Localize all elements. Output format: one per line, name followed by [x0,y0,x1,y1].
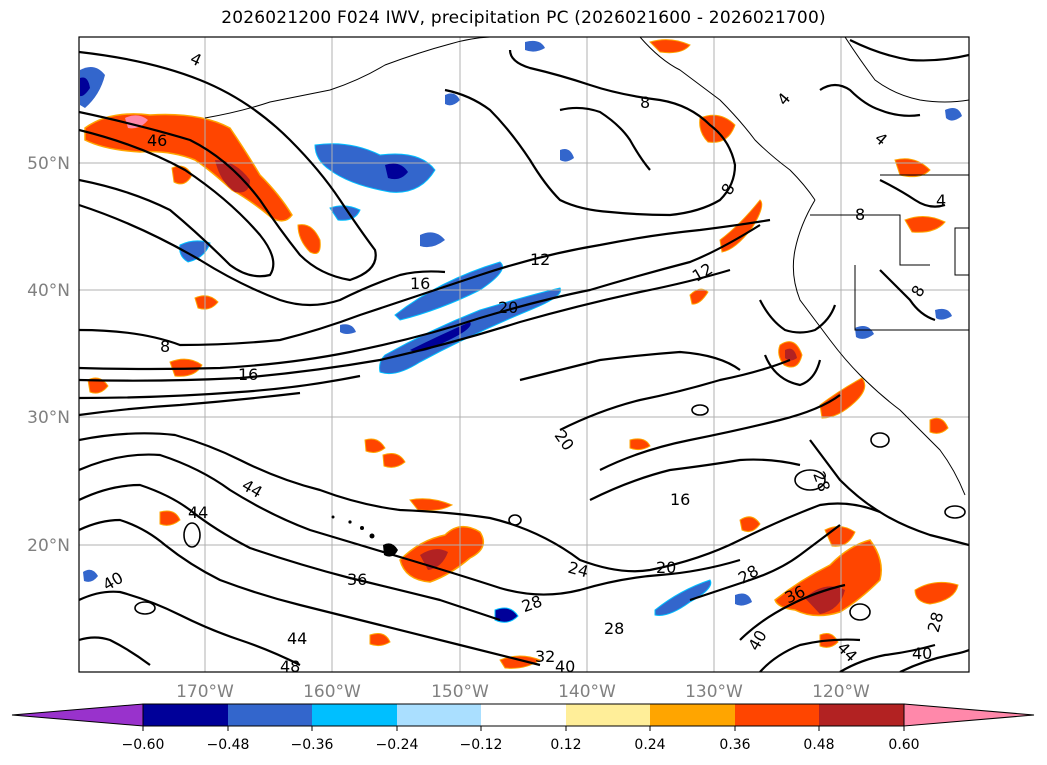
colorbar-tick-label: 0.24 [634,737,665,753]
colorbar-cell [735,704,819,726]
colorbar: −0.60 −0.48 −0.36 −0.24 −0.12 0.12 0.24 … [11,703,1035,753]
lon-label: 150°W [431,682,489,702]
colorbar-cell [397,704,481,726]
latitude-labels: 50°N 40°N 30°N 20°N [27,154,70,556]
contour-label: 8 [160,337,170,356]
colorbar-tick-label: 0.12 [550,737,581,753]
iwv-contours [79,39,969,672]
contour-label: 12 [530,250,550,269]
map-title: 2026021200 F024 IWV, precipitation PC (2… [221,8,826,28]
colorbar-tick-label: 0.36 [719,737,750,753]
contour-label: 8 [855,205,865,224]
contour-label: 24 [566,558,591,582]
contour-label: 44 [188,503,208,522]
lon-label: 130°W [685,682,743,702]
map-frame [78,36,970,673]
colorbar-cell [650,704,735,726]
contour-label: 40 [912,644,932,663]
lon-label: 120°W [812,682,870,702]
colorbar-tick-label: −0.36 [291,737,334,753]
contour-label: 44 [287,629,307,648]
precip-negative-areas [80,40,962,623]
contour-label: 4 [936,191,946,210]
colorbar-tick-label: −0.24 [376,737,419,753]
lat-label: 30°N [27,408,70,428]
contour-label: 8 [640,93,650,112]
colorbar-cell [481,704,566,726]
coastlines [204,37,969,496]
lat-label: 20°N [27,536,70,556]
colorbar-cell [566,704,650,726]
lon-label: 160°W [303,682,361,702]
colorbar-cell [903,703,1035,727]
colorbar-tick-label: −0.60 [122,737,165,753]
colorbar-cell [312,704,397,726]
contour-label: 36 [347,570,367,589]
small-contour-rings [134,404,966,621]
contour-label: 28 [924,610,948,635]
contour-label: 20 [656,558,676,577]
lat-label: 40°N [27,281,70,301]
colorbar-cell [819,704,904,726]
lon-label: 170°W [176,682,234,702]
contour-label: 16 [238,365,258,384]
contour-label: 32 [535,647,555,666]
colorbar-cell [11,703,144,727]
lon-label: 140°W [558,682,616,702]
contour-label: 20 [498,298,518,317]
contour-label: 28 [604,619,624,638]
colorbar-frame [142,703,905,727]
colorbar-tick-label: −0.48 [207,737,250,753]
lat-label: 50°N [27,154,70,174]
colorbar-cell [143,704,228,726]
contour-label: 40 [555,657,575,676]
contour-label: 16 [410,274,430,293]
colorbar-tick-label: −0.12 [460,737,503,753]
precip-positive-areas [84,39,959,669]
contour-label: 16 [670,490,690,509]
contour-label: 46 [147,131,167,150]
contour-label: 48 [280,657,300,676]
colorbar-cell [228,704,312,726]
colorbar-tick-label: 0.48 [803,737,834,753]
longitude-labels: 170°W 160°W 150°W 140°W 130°W 120°W [176,682,870,702]
colorbar-tick-label: 0.60 [888,737,919,753]
